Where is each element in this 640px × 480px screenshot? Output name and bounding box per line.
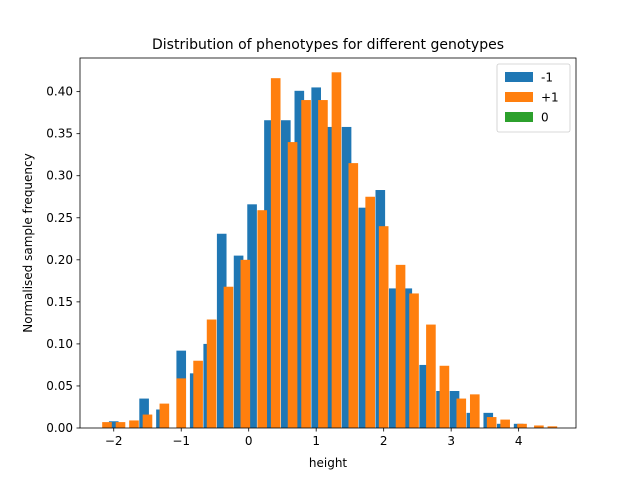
x-tick-label: 1 [312, 434, 320, 448]
bar-series-0-11 [294, 90, 305, 429]
bar-series-1-13 [301, 100, 311, 429]
legend-label-2: 0 [541, 111, 549, 125]
bar-series-1-25 [486, 417, 497, 428]
x-tick-label: 4 [515, 434, 523, 448]
bar-series-0-1 [139, 398, 149, 428]
bar-series-0-19 [419, 364, 429, 428]
y-tick-label: 0.05 [46, 379, 73, 393]
bar-series-1-9 [240, 259, 251, 428]
legend-swatch-1 [505, 92, 533, 102]
y-tick-label: 0.40 [46, 85, 73, 99]
bar-series-0-0 [108, 421, 119, 428]
bar-series-0-6 [216, 233, 227, 428]
bar-series-1-21 [426, 324, 436, 428]
plot-frame [79, 57, 577, 429]
bar-series-0-21 [449, 391, 460, 428]
bar-series-0-9 [264, 120, 274, 428]
y-tick-label: 0.15 [46, 295, 73, 309]
bar-series-1-3 [142, 414, 153, 428]
bar-series-1-16 [348, 163, 359, 429]
y-tick-label: 0.35 [46, 127, 73, 141]
bar-series-0-15 [358, 207, 369, 428]
chart-title: Distribution of phenotypes for different… [152, 37, 504, 53]
y-tick-label: 0.20 [46, 253, 73, 267]
bar-series-1-14 [318, 100, 328, 429]
y-axis-label: Normalised sample frequency [21, 153, 35, 332]
y-tick-label: 0.00 [46, 421, 73, 435]
y-tick-label: 0.30 [46, 169, 73, 183]
bar-series-1-29 [547, 426, 558, 428]
bar-series-1-18 [378, 226, 389, 428]
bar-series-0-18 [402, 288, 413, 428]
bar-series-0-14 [341, 126, 352, 428]
bar-series-1-26 [500, 419, 510, 428]
bar-series-1-11 [270, 78, 281, 429]
bar-series-1-10 [257, 210, 268, 428]
bar-series-0-8 [247, 204, 257, 428]
bar-series-0-13 [324, 126, 335, 428]
bar-series-1-1 [115, 422, 126, 428]
bar-series-1-27 [517, 423, 527, 428]
x-tick-label: −1 [172, 434, 190, 448]
bar-series-1-24 [469, 394, 480, 428]
x-tick-label: 2 [380, 434, 388, 448]
bar-series-0-10 [281, 120, 291, 428]
legend-swatch-0 [505, 72, 533, 82]
bar-series-1-6 [193, 360, 203, 428]
bar-series-1-23 [456, 398, 467, 428]
bar-series-1-28 [534, 425, 544, 428]
bar-series-1-20 [409, 293, 419, 428]
bar-series-1-12 [287, 142, 298, 428]
bar-series-1-17 [365, 196, 375, 428]
x-tick-label: 3 [447, 434, 455, 448]
legend-swatch-2 [505, 112, 533, 122]
bar-series-1-7 [206, 319, 217, 428]
x-axis-label: height [309, 456, 348, 470]
x-axis: −2 −1 0 1 2 3 4 [105, 428, 523, 448]
x-tick-label: −2 [105, 434, 123, 448]
bar-series-1-2 [129, 420, 139, 428]
bar-series-1-15 [331, 72, 342, 429]
bar-series-1-19 [395, 264, 406, 428]
bar-series-1-0 [102, 422, 112, 428]
y-tick-label: 0.10 [46, 337, 73, 351]
bar-series-0-7 [233, 255, 244, 428]
y-tick-label: 0.25 [46, 211, 73, 225]
y-axis: 0.00 0.05 0.10 0.15 0.20 0.25 0.30 0.35 0.40 [46, 85, 80, 435]
bar-series-1-22 [439, 365, 450, 428]
bars-group [102, 72, 558, 429]
legend-label-0: -1 [541, 71, 553, 85]
bar-series-1-8 [223, 286, 234, 428]
bar-series-1-5 [176, 378, 187, 428]
bar-series-0-17 [388, 288, 399, 428]
bar-series-1-4 [159, 403, 170, 428]
x-tick-label: 0 [245, 434, 253, 448]
legend-label-1: +1 [541, 91, 559, 105]
legend: -1 +1 0 [496, 63, 571, 133]
bar-series-0-12 [311, 87, 321, 429]
